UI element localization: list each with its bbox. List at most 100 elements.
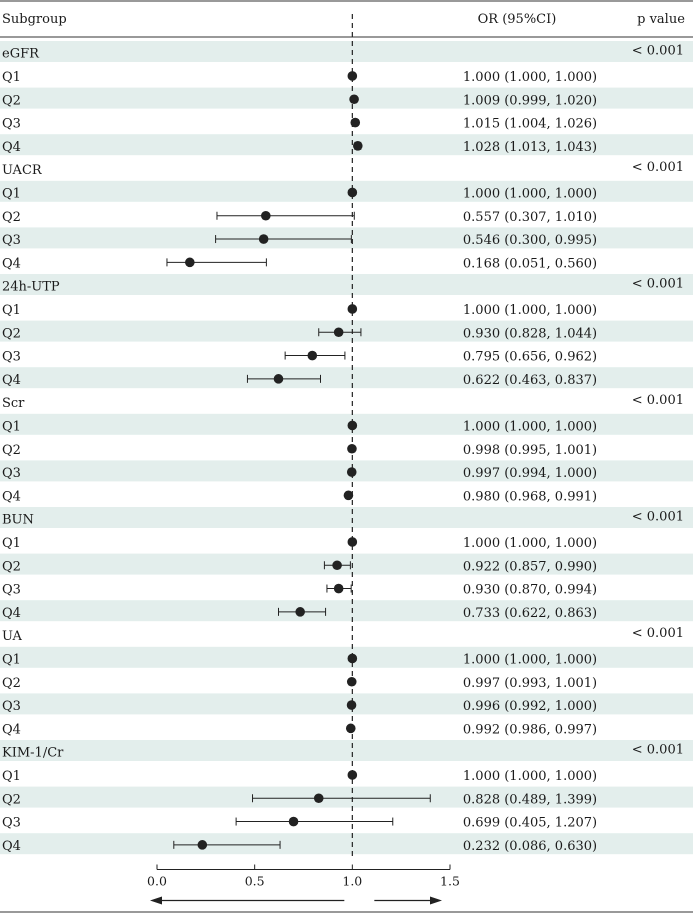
group-label: UA (2, 629, 23, 644)
row-stripe (0, 600, 693, 622)
x-axis: 0.0 0.5 1.0 1.5 (147, 14, 460, 905)
or-ci-value: 0.930 (0.870, 0.994) (463, 583, 597, 598)
or-point (273, 374, 284, 384)
or-ci-value: 0.733 (0.622, 0.863) (463, 606, 597, 621)
or-point (345, 723, 356, 734)
row-label: Q3 (2, 233, 21, 248)
row-stripe (0, 134, 693, 156)
or-ci-value: 0.795 (0.656, 0.962) (463, 350, 597, 365)
or-point (347, 420, 358, 431)
row-label: Q3 (2, 816, 21, 831)
row-label: Q2 (2, 93, 21, 108)
group-p-value: < 0.001 (632, 393, 684, 408)
row-label: Q1 (2, 536, 21, 551)
group-p-value: < 0.001 (632, 626, 684, 641)
group-label: 24h-UTP (2, 280, 60, 295)
or-point (347, 537, 358, 547)
row-stripe (0, 460, 693, 482)
row-label: Q2 (2, 792, 21, 807)
row-stripe (0, 320, 693, 342)
row-label: Q4 (2, 373, 21, 388)
or-point (307, 350, 318, 361)
row-label: Q1 (2, 303, 21, 318)
or-ci-value: 1.000 (1.000, 1.000) (463, 186, 597, 201)
or-ci-value: 1.009 (0.999, 1.020) (463, 93, 597, 108)
or-point (313, 793, 324, 804)
or-ci-value: 1.000 (1.000, 1.000) (463, 419, 597, 434)
or-point (332, 560, 342, 571)
group-label: UACR (2, 163, 43, 178)
or-ci-value: 0.828 (0.489, 1.399) (463, 792, 597, 807)
or-point (346, 700, 357, 710)
row-stripe (0, 413, 693, 435)
row-label: Q2 (2, 210, 21, 225)
row-stripe (0, 87, 693, 109)
or-ci-value: 0.232 (0.086, 0.630) (463, 839, 597, 854)
or-ci-value: 1.000 (1.000, 1.000) (463, 70, 597, 85)
or-ci-value: 1.015 (1.004, 1.026) (463, 117, 597, 132)
row-label: Q2 (2, 559, 21, 574)
row-stripe (0, 274, 693, 295)
row-label: Q4 (2, 489, 21, 504)
group-p-value: < 0.001 (632, 160, 684, 175)
or-ci-value: 0.546 (0.300, 0.995) (463, 233, 597, 248)
or-point (258, 234, 269, 244)
row-stripe (0, 740, 693, 761)
row-label: Q3 (2, 466, 21, 481)
row-label: Q1 (2, 70, 21, 85)
or-point (261, 210, 271, 221)
or-point (346, 467, 357, 477)
or-ci-value: 0.997 (0.993, 1.001) (463, 676, 597, 691)
group-label: KIM-1/Cr (2, 746, 64, 761)
or-ci-value: 0.557 (0.307, 1.010) (463, 210, 597, 225)
header-subgroup: Subgroup (2, 12, 67, 27)
or-point (288, 816, 299, 827)
x-tick-label: 1.5 (440, 874, 460, 889)
row-stripe (0, 693, 693, 715)
group-p-value: < 0.001 (632, 743, 684, 758)
or-ci-value: 1.000 (1.000, 1.000) (463, 652, 597, 667)
or-point (333, 583, 344, 594)
row-label: Q2 (2, 676, 21, 691)
row-label: Q2 (2, 443, 21, 458)
or-ci-value: 1.028 (1.013, 1.043) (463, 140, 597, 155)
row-label: Q4 (2, 606, 21, 621)
or-ci-value: 1.000 (1.000, 1.000) (463, 769, 597, 784)
row-label: Q1 (2, 186, 21, 201)
row-label: Q4 (2, 140, 21, 155)
group-p-value: < 0.001 (632, 44, 684, 59)
x-tick-label: 1.0 (342, 874, 362, 889)
row-label: Q1 (2, 652, 21, 667)
or-point (347, 304, 358, 314)
or-point (349, 94, 359, 105)
row-stripe (0, 786, 693, 808)
or-point (347, 653, 358, 664)
row-label: Q3 (2, 350, 21, 365)
left-arrow-head (150, 896, 162, 905)
or-point (333, 327, 344, 338)
or-ci-value: 0.922 (0.857, 0.990) (463, 559, 597, 574)
or-point (185, 257, 195, 268)
row-stripe (0, 646, 693, 668)
or-ci-value: 0.996 (0.992, 1.000) (463, 699, 597, 714)
group-p-value: < 0.001 (632, 277, 684, 292)
or-ci-value: 0.930 (0.828, 1.044) (463, 326, 597, 341)
table-rows: eGFR < 0.001 Q1 1.000 (1.000, 1.000) Q2 1.009… (2, 44, 684, 854)
or-ci-value: 1.000 (1.000, 1.000) (463, 303, 597, 318)
or-ci-value: 0.168 (0.051, 0.560) (463, 256, 597, 271)
or-ci-value: 1.000 (1.000, 1.000) (463, 536, 597, 551)
or-ci-value: 0.992 (0.986, 0.997) (463, 722, 597, 737)
row-stripe (0, 507, 693, 528)
or-ci-value: 0.699 (0.405, 1.207) (463, 816, 597, 831)
row-label: Q4 (2, 256, 21, 271)
or-point (295, 607, 305, 617)
or-ci-value: 0.980 (0.968, 0.991) (463, 489, 597, 504)
group-label: eGFR (2, 47, 40, 62)
or-ci-value: 0.998 (0.995, 1.001) (463, 443, 597, 458)
row-label: Q4 (2, 722, 21, 737)
or-point (353, 141, 363, 151)
row-stripe (0, 227, 693, 249)
row-stripes (0, 41, 693, 855)
row-stripe (0, 553, 693, 575)
